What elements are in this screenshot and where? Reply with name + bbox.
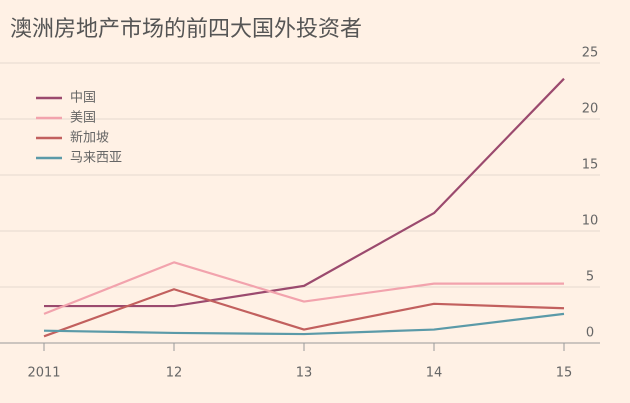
- chart-title: 澳洲房地产市场的前四大国外投资者: [10, 17, 362, 42]
- y-tick-label: 25: [582, 46, 599, 61]
- series-line: [43, 312, 565, 336]
- series-line: [43, 261, 564, 315]
- legend-label: 新加坡: [70, 130, 109, 146]
- legend-label: 美国: [70, 111, 96, 126]
- series-line: [43, 288, 565, 338]
- x-tick-label: 13: [296, 366, 313, 381]
- legend-label: 马来西亚: [70, 151, 122, 166]
- y-tick-label: 10: [582, 214, 599, 229]
- x-tick-label: 12: [166, 366, 183, 381]
- y-tick-label: 5: [586, 270, 594, 285]
- x-tick-label: 2011: [27, 366, 60, 381]
- y-tick-label: 0: [586, 326, 594, 341]
- x-tick-label: 15: [556, 366, 573, 381]
- x-tick-label: 14: [426, 366, 443, 381]
- y-tick-label: 20: [582, 102, 599, 117]
- y-tick-label: 15: [582, 158, 599, 173]
- legend-label: 中国: [70, 91, 96, 106]
